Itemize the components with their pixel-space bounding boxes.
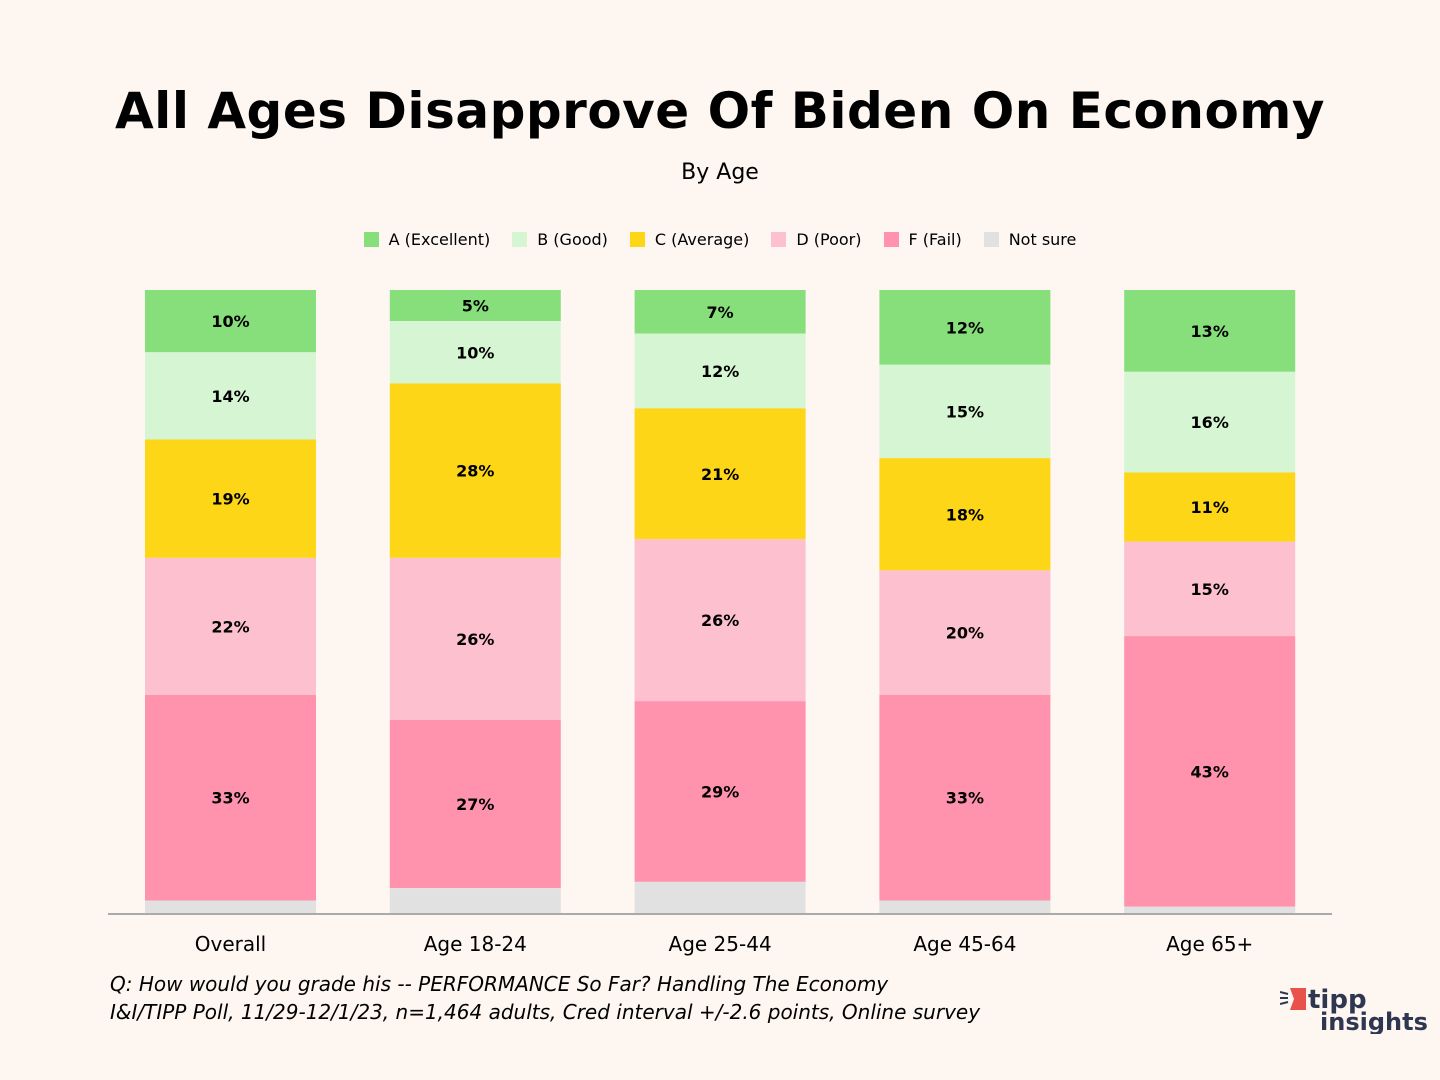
data-label: 26% — [701, 611, 739, 630]
data-label: 14% — [211, 387, 249, 406]
data-label: 27% — [456, 795, 494, 814]
x-tick-label: Overall — [195, 932, 266, 956]
data-label: 43% — [1191, 762, 1229, 781]
data-label: 11% — [1191, 498, 1229, 517]
legend-label: F (Fail) — [908, 230, 962, 249]
data-label: 18% — [946, 505, 984, 524]
bar-segment — [145, 439, 316, 558]
bar-segment — [634, 881, 806, 913]
legend-swatch — [363, 232, 379, 247]
data-label: 20% — [946, 624, 984, 643]
data-label: 10% — [211, 312, 249, 331]
x-tick-label: Age 25-44 — [669, 932, 772, 956]
data-label: 26% — [456, 630, 494, 649]
bar-segment — [634, 333, 806, 409]
bar-segment — [389, 321, 561, 384]
bar-segment — [1124, 472, 1296, 542]
svg-text:insights: insights — [1320, 1008, 1428, 1034]
data-label: 16% — [1191, 413, 1229, 432]
data-label: 19% — [211, 490, 249, 509]
bar-segment — [389, 888, 561, 913]
bar-segment — [879, 364, 1051, 459]
bar-segment — [879, 290, 1051, 365]
bar-segment — [879, 570, 1051, 695]
legend-item: D (Poor) — [771, 230, 862, 249]
legend-swatch — [883, 232, 899, 247]
bar-segment — [389, 719, 561, 889]
data-label: 12% — [701, 362, 739, 381]
legend-label: A (Excellent) — [388, 230, 491, 249]
svg-text:tipp: tipp — [1308, 985, 1367, 1015]
bar-segment — [634, 290, 806, 334]
data-label: 21% — [701, 465, 739, 484]
legend: A (Excellent) B (Good) C (Average) D (Poor)… — [0, 230, 1440, 249]
legend-swatch — [629, 232, 645, 247]
data-label: 7% — [707, 303, 734, 322]
data-label: 10% — [456, 343, 494, 362]
bar-segment — [879, 900, 1051, 913]
bar-segment — [145, 900, 316, 913]
bar-segment — [1124, 541, 1296, 637]
bar-segment — [634, 539, 806, 702]
legend-item: A (Excellent) — [363, 230, 491, 249]
legend-label: D (Poor) — [796, 230, 862, 249]
bar-segment — [389, 290, 561, 322]
bar-segment — [145, 557, 316, 695]
legend-swatch — [771, 232, 787, 247]
bar-segment — [389, 383, 561, 558]
legend-swatch — [983, 232, 999, 247]
tipp-insights-logo: tipp insights — [1279, 984, 1430, 1038]
bar-segment — [1124, 636, 1296, 907]
bar-segment — [389, 557, 561, 720]
data-label: 5% — [462, 297, 489, 316]
x-tick-label: Age 18-24 — [424, 932, 527, 956]
data-label: 28% — [456, 462, 494, 481]
bar-segment — [145, 290, 316, 353]
chart-subtitle: By Age — [681, 160, 759, 185]
data-label: 15% — [946, 402, 984, 421]
bar-segment — [1124, 290, 1296, 372]
legend-item: C (Average) — [629, 230, 750, 249]
legend-swatch — [512, 232, 528, 247]
x-tick-label: Age 45-64 — [913, 932, 1016, 956]
bar-segment — [879, 694, 1051, 901]
legend-item: Not sure — [983, 230, 1077, 249]
footer-source: I&I/TIPP Poll, 11/29-12/1/23, n=1,464 ad… — [110, 1000, 981, 1024]
data-label: 33% — [211, 789, 249, 808]
legend-item: F (Fail) — [883, 230, 962, 249]
bar-segment — [634, 701, 806, 882]
data-label: 15% — [1191, 580, 1229, 599]
data-label: 29% — [701, 783, 739, 802]
bar-segment — [145, 352, 316, 440]
chart-title: All Ages Disapprove Of Biden On Economy — [114, 82, 1325, 140]
x-tick-label: Age 65+ — [1166, 932, 1253, 956]
legend-label: B (Good) — [537, 230, 608, 249]
bar-segment — [145, 694, 316, 901]
bar-segment — [879, 458, 1051, 571]
legend-item: B (Good) — [512, 230, 608, 249]
data-label: 22% — [211, 617, 249, 636]
data-label: 12% — [946, 318, 984, 337]
legend-label: C (Average) — [654, 230, 750, 249]
bar-segment — [1124, 371, 1296, 473]
footer-question: Q: How would you grade his -- PERFORMANC… — [110, 972, 889, 996]
data-label: 33% — [946, 789, 984, 808]
data-label: 13% — [1191, 322, 1229, 341]
bar-segment — [1124, 906, 1296, 913]
footer: Q: How would you grade his -- PERFORMANC… — [110, 970, 980, 1026]
legend-label: Not sure — [1008, 230, 1077, 249]
bar-segment — [634, 408, 806, 540]
